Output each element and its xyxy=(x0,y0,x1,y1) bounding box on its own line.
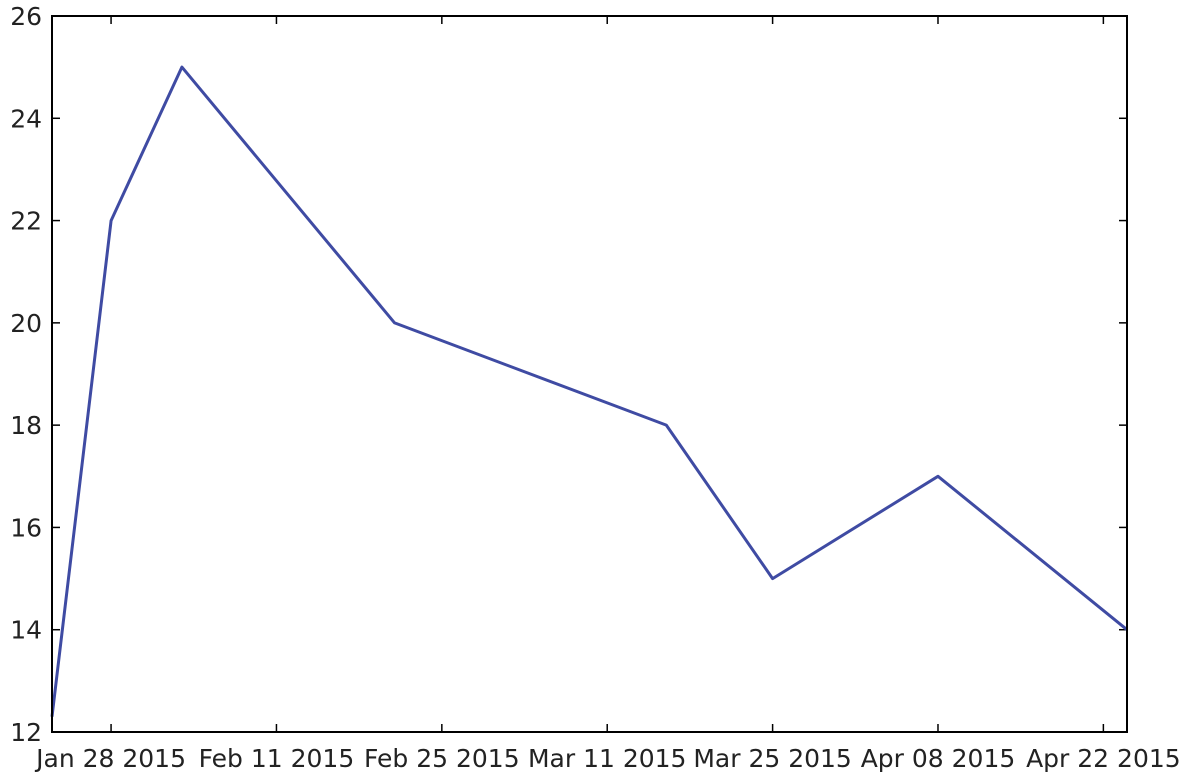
ticks-layer xyxy=(52,15,1127,733)
x-tick-label: Feb 25 2015 xyxy=(364,744,520,773)
labels-layer: 12 14 16 18 20 22 24 26 Jan 28 2015 Feb 11 2015 Fe… xyxy=(10,2,1180,773)
series-layer xyxy=(50,65,1128,717)
x-tick-label: Apr 08 2015 xyxy=(861,744,1016,773)
x-tick-label: Mar 25 2015 xyxy=(693,744,852,773)
y-tick-label: 22 xyxy=(10,207,42,236)
x-tick-label: Apr 22 2015 xyxy=(1026,744,1181,773)
x-tick-label: Feb 11 2015 xyxy=(199,744,355,773)
x-tick-label: Jan 28 2015 xyxy=(34,744,186,773)
y-tick-label: 18 xyxy=(10,411,42,440)
plot-frame xyxy=(51,15,1128,733)
y-tick-label: 12 xyxy=(10,718,42,747)
y-tick-label: 26 xyxy=(10,2,42,31)
series-line xyxy=(50,65,1128,717)
y-tick-label: 14 xyxy=(10,616,42,645)
y-tick-label: 20 xyxy=(10,309,42,338)
x-tick-label: Mar 11 2015 xyxy=(528,744,687,773)
y-tick-label: 16 xyxy=(10,513,42,542)
y-tick-label: 24 xyxy=(10,104,42,133)
